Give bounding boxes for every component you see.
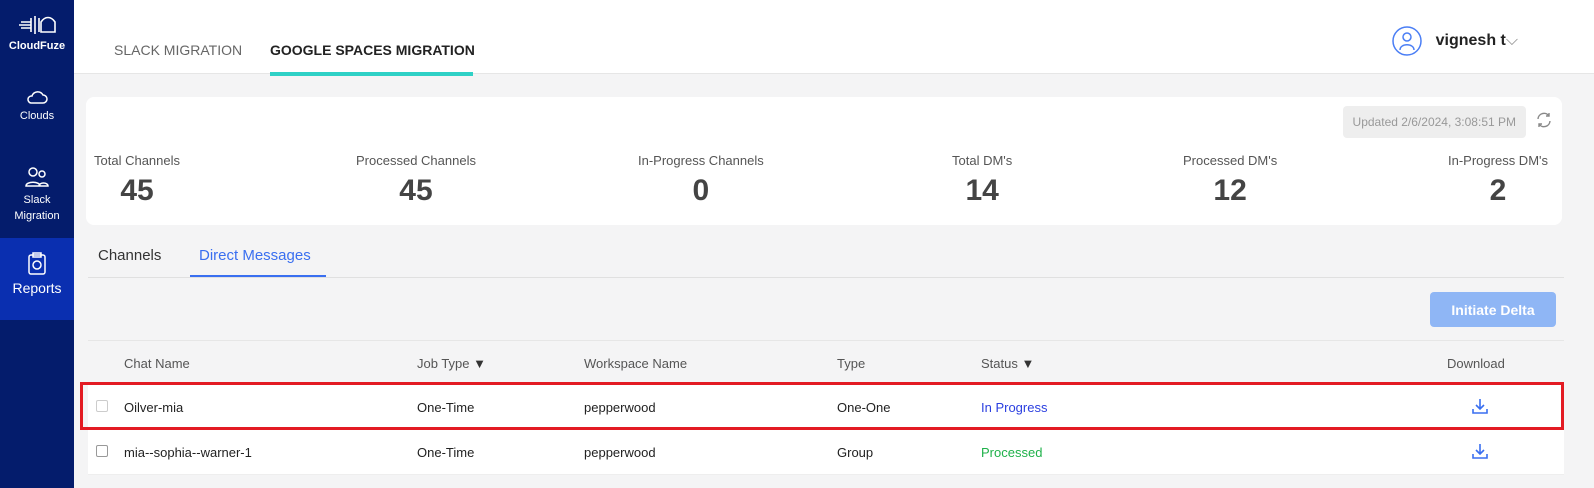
stat-processed-channels: Processed Channels 45 — [356, 153, 476, 207]
filter-icon[interactable]: ▼ — [1021, 356, 1035, 371]
filter-icon[interactable]: ▼ — [473, 356, 487, 371]
download-icon[interactable] — [1471, 442, 1489, 460]
chat-type: One-One — [837, 400, 891, 415]
sidebar-item-clouds[interactable]: Clouds — [0, 88, 74, 122]
tab-channels[interactable]: Channels — [98, 247, 162, 264]
active-subtab-indicator — [190, 275, 326, 277]
user-menu[interactable]: vignesh t ⌵ — [1391, 26, 1518, 56]
table-row[interactable]: mia--sophia--warner-1 One-Time pepperwoo… — [88, 430, 1564, 475]
dm-table: Chat Name Job Type ▼ Workspace Name Type… — [88, 340, 1564, 475]
row-checkbox[interactable] — [96, 400, 108, 412]
user-name: vignesh t — [1435, 32, 1506, 49]
workspace-name: pepperwood — [584, 445, 656, 460]
job-type: One-Time — [417, 400, 475, 415]
cloud-icon — [27, 91, 48, 104]
summary-card: Updated 2/6/2024, 3:08:51 PM Total Chann… — [86, 97, 1562, 225]
sub-tabs: Channels Direct Messages — [88, 238, 1564, 278]
tab-google-spaces-migration[interactable]: GOOGLE SPACES MIGRATION — [270, 42, 475, 58]
sidebar-item-slack-migration[interactable]: Slack Migration — [0, 166, 74, 224]
col-workspace-name: Workspace Name — [584, 356, 688, 371]
clipboard-icon — [28, 252, 46, 275]
download-icon[interactable] — [1471, 397, 1489, 415]
col-type: Type — [837, 356, 866, 371]
sidebar-item-label: Reports — [12, 280, 62, 296]
sidebar-item-label: Slack Migration — [14, 194, 60, 222]
stat-in-progress-dms: In-Progress DM's 2 — [1448, 153, 1549, 207]
col-status[interactable]: Status ▼ — [981, 356, 1035, 371]
col-download: Download — [1447, 356, 1505, 371]
sidebar-item-label: Clouds — [19, 110, 55, 122]
status-badge: Processed — [981, 445, 1043, 460]
stat-in-progress-channels: In-Progress Channels 0 — [638, 153, 764, 207]
users-icon — [25, 167, 49, 187]
active-tab-indicator — [270, 72, 473, 76]
chevron-down-icon: ⌵ — [1505, 32, 1518, 49]
initiate-delta-button[interactable]: Initiate Delta — [1430, 292, 1556, 327]
table-row[interactable]: Oilver-mia One-Time pepperwood One-One I… — [88, 385, 1564, 430]
refresh-icon[interactable] — [1536, 112, 1552, 128]
stat-processed-dms: Processed DM's 12 — [1183, 153, 1278, 207]
chat-type: Group — [837, 445, 874, 460]
tab-direct-messages[interactable]: Direct Messages — [199, 247, 311, 264]
brand-name: CloudFuze — [8, 40, 66, 52]
tab-slack-migration[interactable]: SLACK MIGRATION — [114, 42, 243, 58]
row-checkbox[interactable] — [96, 445, 108, 457]
top-bar: SLACK MIGRATION GOOGLE SPACES MIGRATION … — [74, 0, 1594, 74]
cloudfuze-logo-icon — [19, 16, 56, 34]
sidebar-item-reports[interactable]: Reports — [0, 238, 74, 320]
job-type: One-Time — [417, 445, 475, 460]
workspace-name: pepperwood — [584, 400, 656, 415]
col-job-type[interactable]: Job Type ▼ — [417, 356, 487, 371]
table-header: Chat Name Job Type ▼ Workspace Name Type… — [88, 340, 1564, 385]
sidebar: CloudFuze Clouds Slack Migration Reports — [0, 0, 74, 488]
chat-name: Oilver-mia — [124, 400, 184, 415]
stat-total-channels: Total Channels 45 — [94, 153, 180, 207]
avatar-icon — [1391, 26, 1422, 56]
updated-timestamp: Updated 2/6/2024, 3:08:51 PM — [1342, 106, 1526, 138]
stat-total-dms: Total DM's 14 — [952, 153, 1013, 207]
chat-name: mia--sophia--warner-1 — [124, 445, 252, 460]
status-badge: In Progress — [981, 400, 1048, 415]
brand-logo[interactable]: CloudFuze — [0, 14, 74, 52]
col-chat-name: Chat Name — [124, 356, 190, 371]
